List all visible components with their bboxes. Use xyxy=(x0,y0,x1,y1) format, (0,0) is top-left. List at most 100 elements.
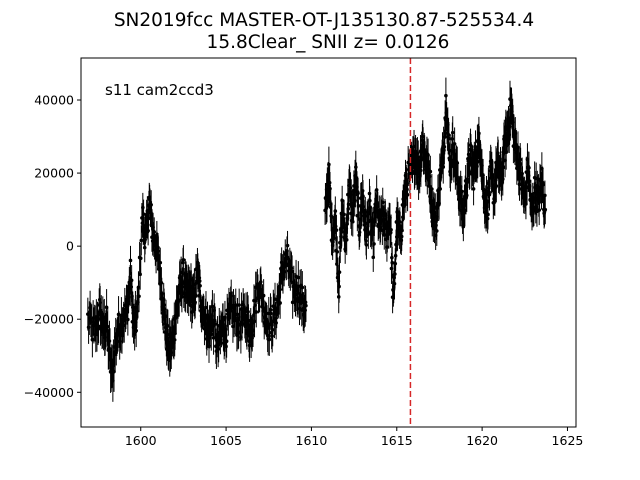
data-point xyxy=(371,255,376,260)
data-point xyxy=(337,270,342,274)
data-point xyxy=(487,192,492,197)
data-point xyxy=(166,324,170,328)
data-point xyxy=(328,186,332,191)
data-point xyxy=(415,151,420,156)
data-point xyxy=(450,130,455,135)
data-point xyxy=(455,161,460,165)
data-point xyxy=(105,324,110,329)
x-tick-label: 1615 xyxy=(381,433,413,448)
x-tick-label: 1620 xyxy=(466,433,498,448)
data-point xyxy=(126,317,130,322)
data-point xyxy=(300,285,305,290)
data-point xyxy=(342,212,346,217)
data-point xyxy=(442,135,447,139)
data-point xyxy=(334,228,339,232)
data-point xyxy=(141,212,146,217)
data-point xyxy=(350,219,355,224)
data-point xyxy=(141,205,145,210)
data-point xyxy=(541,182,545,187)
data-point xyxy=(465,180,470,184)
data-point xyxy=(507,124,512,129)
data-point xyxy=(269,311,273,316)
data-point xyxy=(475,164,479,169)
y-tick-label: 40000 xyxy=(34,93,74,108)
data-point xyxy=(368,205,373,210)
data-point xyxy=(333,224,338,229)
data-point xyxy=(90,337,95,342)
data-point xyxy=(333,209,338,213)
x-tick-label: 1625 xyxy=(552,433,584,448)
plot-frame xyxy=(80,57,577,428)
data-point xyxy=(405,192,410,197)
y-tick-label: −40000 xyxy=(24,385,74,400)
data-point xyxy=(500,177,505,181)
data-point xyxy=(138,256,143,261)
data-point xyxy=(344,238,349,242)
data-point xyxy=(270,328,275,332)
data-point xyxy=(86,325,91,330)
data-point xyxy=(400,228,404,233)
data-point xyxy=(364,243,369,247)
x-tick-label: 1610 xyxy=(296,433,328,448)
data-point xyxy=(405,187,409,192)
data-point xyxy=(543,207,548,212)
data-point xyxy=(356,204,361,208)
data-point xyxy=(224,339,229,344)
data-point xyxy=(107,339,112,343)
data-point xyxy=(428,169,433,174)
data-point xyxy=(304,303,308,308)
data-point xyxy=(213,322,218,326)
data-point xyxy=(198,283,202,288)
y-tick-label: 20000 xyxy=(34,166,74,181)
data-point xyxy=(285,243,290,248)
data-point xyxy=(296,275,301,280)
data-point xyxy=(494,184,499,188)
chart-title: SN2019fcc MASTER-OT-J135130.87-525534.4 xyxy=(114,10,534,31)
data-point xyxy=(181,257,186,262)
data-point xyxy=(501,165,506,170)
data-point xyxy=(390,260,395,265)
data-point xyxy=(348,186,353,190)
data-point xyxy=(274,321,278,325)
data-point xyxy=(237,303,241,307)
data-point xyxy=(496,154,501,158)
data-point xyxy=(346,202,351,207)
data-point xyxy=(270,334,274,338)
data-point xyxy=(352,198,357,203)
data-point xyxy=(129,278,134,283)
chart-subtitle: 15.8Clear_ SNII z= 0.0126 xyxy=(207,32,450,53)
data-point xyxy=(139,238,144,243)
data-point xyxy=(267,337,272,342)
data-point xyxy=(335,250,340,254)
chart-annotation: s11 cam2ccd3 xyxy=(105,81,214,99)
data-point xyxy=(258,280,263,284)
data-point xyxy=(327,162,331,167)
data-point xyxy=(268,307,273,312)
data-point xyxy=(235,312,240,317)
data-point xyxy=(204,305,208,310)
x-axis: 1600 1605 1610 1615 1620 1625 xyxy=(125,427,584,448)
data-point xyxy=(473,145,478,149)
x-tick-label: 1600 xyxy=(125,433,157,448)
data-point xyxy=(224,344,228,349)
data-points xyxy=(86,77,548,402)
data-point xyxy=(430,187,434,191)
data-point xyxy=(254,310,259,314)
data-point xyxy=(128,258,133,263)
x-tick-label: 1605 xyxy=(210,433,242,448)
data-point xyxy=(382,233,387,237)
data-point xyxy=(278,301,282,305)
data-point xyxy=(452,142,457,146)
data-point xyxy=(441,165,446,169)
data-point xyxy=(372,242,376,246)
data-point xyxy=(537,208,542,212)
data-point xyxy=(486,212,490,217)
data-point xyxy=(138,272,142,277)
data-point xyxy=(156,249,161,253)
y-tick-label: 0 xyxy=(66,239,74,254)
data-point xyxy=(261,293,266,298)
data-point xyxy=(481,173,485,178)
y-tick-label: −20000 xyxy=(24,312,74,327)
data-point xyxy=(389,227,393,232)
